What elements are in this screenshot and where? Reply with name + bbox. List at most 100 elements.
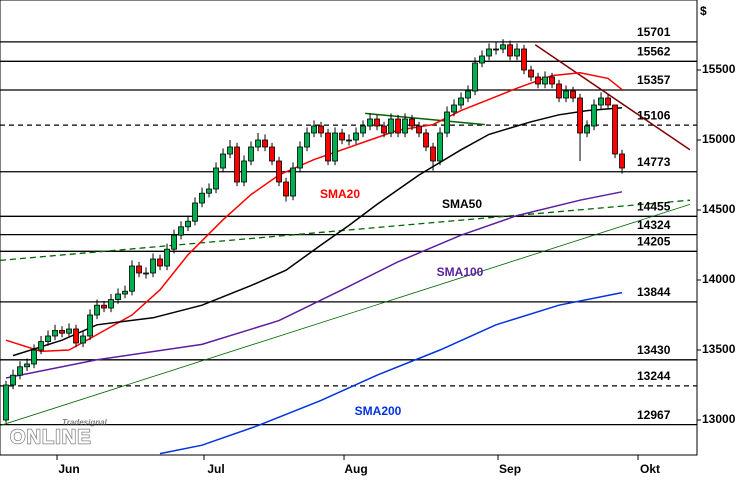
axes: 15701 15562 15357 15106 14773 14455 14324 14205… (56, 25, 736, 476)
candle-body (402, 118, 408, 134)
candle-body (87, 314, 93, 337)
level-label: 14455 (637, 199, 671, 213)
level-label: 15562 (637, 44, 671, 58)
x-tick-label: Jun (58, 462, 79, 476)
sma-line (159, 291, 623, 455)
candle-body (241, 160, 247, 183)
candle-body (199, 192, 205, 204)
x-tick-label: Jul (207, 462, 224, 476)
candle-body (24, 363, 30, 368)
level-label: 15106 (637, 108, 671, 122)
candle-body (437, 132, 443, 162)
candle-body (605, 97, 611, 106)
candle-body (227, 146, 233, 155)
y-tick-label: 13000 (702, 412, 736, 426)
trendline (365, 112, 485, 126)
candle-body (94, 304, 100, 316)
y-tick-label: 14000 (702, 272, 736, 286)
candle-body (262, 139, 268, 148)
candle-body (409, 118, 415, 127)
x-tick-label: Okt (640, 462, 660, 476)
candle-body (178, 226, 184, 236)
candle-body (528, 69, 534, 78)
candle-body (619, 153, 625, 169)
candle-body (584, 125, 590, 134)
candle-body (318, 125, 324, 134)
level-label: 13844 (637, 285, 671, 299)
candle-body (10, 374, 16, 386)
candle-body (542, 76, 548, 85)
trendline (0, 204, 691, 426)
y-tick-label: 13500 (702, 342, 736, 356)
candle-body (234, 146, 240, 183)
candle-body (220, 153, 226, 169)
level-label: 13244 (637, 369, 671, 383)
level-label: 14205 (637, 234, 671, 248)
candle-body (304, 132, 310, 148)
candle-body (514, 48, 520, 57)
candle-body (339, 132, 345, 141)
candle-body (80, 335, 86, 344)
candle-body (45, 335, 51, 342)
logo-brand: Tradesignal (62, 418, 108, 427)
candle-body (535, 76, 541, 85)
candle-body (129, 265, 135, 292)
candle-body (556, 83, 562, 99)
candle-body (108, 299, 114, 309)
candle-body (598, 97, 604, 106)
candle-body (38, 341, 44, 351)
candle-body (297, 146, 303, 169)
candle-body (59, 329, 65, 334)
candle-body (500, 44, 506, 50)
sma-label: SMA20 (320, 187, 360, 201)
candle-body (444, 111, 450, 134)
x-tick-label: Sep (499, 462, 521, 476)
candle-body (255, 139, 261, 148)
y-axis-label: $ (700, 4, 707, 18)
candle-body (479, 55, 485, 64)
trendline (534, 44, 691, 151)
candle-body (206, 188, 212, 194)
candle-body (3, 384, 9, 421)
level-label: 12967 (637, 408, 671, 422)
candle-body (360, 125, 366, 134)
candle-body (101, 304, 107, 309)
sma-label: SMA100 (437, 265, 484, 279)
candle-body (73, 328, 79, 344)
logo: Tradesignal online (9, 418, 108, 449)
trendline (0, 199, 690, 262)
level-label: 15357 (637, 73, 671, 87)
candle-body (465, 90, 471, 99)
candle-body (472, 62, 478, 92)
candle-body (591, 104, 597, 127)
candle-body (332, 132, 338, 162)
candle-body (507, 44, 513, 57)
candle-body (290, 167, 296, 197)
candle-body (563, 90, 569, 99)
logo-text: online (10, 426, 92, 448)
candle-body (269, 146, 275, 162)
candle-body (248, 146, 254, 162)
candle-body (122, 290, 128, 295)
candle-body (612, 104, 618, 155)
candle-body (577, 97, 583, 134)
candle-body (213, 167, 219, 190)
candle-body (381, 125, 387, 134)
sma-label: SMA200 (355, 404, 402, 418)
candle-body (115, 293, 121, 300)
candle-body (346, 139, 352, 142)
plot-area (0, 0, 698, 456)
y-tick-label: 14500 (702, 202, 736, 216)
candle-body (549, 76, 555, 85)
sma-line (12, 107, 623, 357)
candle-body (521, 48, 527, 71)
candle-body (367, 118, 373, 127)
candle-body (143, 272, 149, 275)
candle-body (395, 118, 401, 134)
candle-body (325, 132, 331, 162)
level-label: 13430 (637, 343, 671, 357)
y-tick-label: 15000 (702, 132, 736, 146)
candle-body (493, 48, 499, 51)
